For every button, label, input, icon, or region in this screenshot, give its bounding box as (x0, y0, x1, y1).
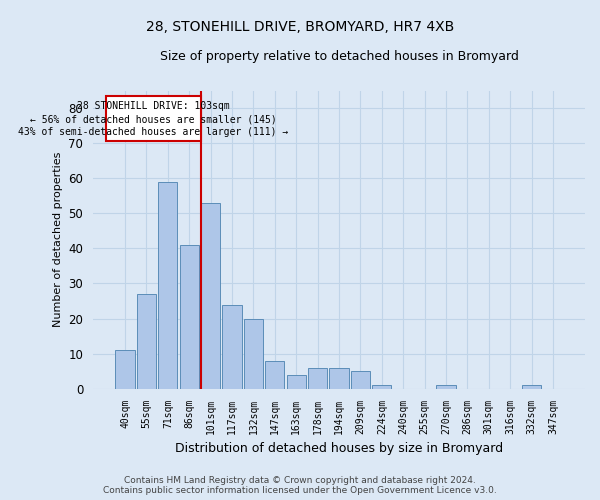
Bar (351, 371, 370, 388)
Bar (436, 385, 455, 388)
Bar (372, 385, 391, 388)
Bar (308, 368, 327, 388)
Text: Contains HM Land Registry data © Crown copyright and database right 2024.
Contai: Contains HM Land Registry data © Crown c… (103, 476, 497, 495)
X-axis label: Distribution of detached houses by size in Bromyard: Distribution of detached houses by size … (175, 442, 503, 455)
Bar (179, 245, 199, 388)
Bar (115, 350, 135, 389)
Y-axis label: Number of detached properties: Number of detached properties (53, 152, 63, 328)
Bar (158, 182, 178, 388)
Bar (223, 304, 242, 388)
Bar (201, 203, 220, 388)
Bar (522, 385, 541, 388)
Bar (287, 374, 306, 388)
Text: 43% of semi-detached houses are larger (111) →: 43% of semi-detached houses are larger (… (19, 127, 289, 137)
Bar (137, 294, 156, 388)
Text: ← 56% of detached houses are smaller (145): ← 56% of detached houses are smaller (14… (30, 114, 277, 124)
Bar (244, 318, 263, 388)
Text: 28 STONEHILL DRIVE: 103sqm: 28 STONEHILL DRIVE: 103sqm (77, 101, 230, 111)
Bar (329, 368, 349, 388)
FancyBboxPatch shape (106, 96, 201, 142)
Title: Size of property relative to detached houses in Bromyard: Size of property relative to detached ho… (160, 50, 518, 63)
Text: 28, STONEHILL DRIVE, BROMYARD, HR7 4XB: 28, STONEHILL DRIVE, BROMYARD, HR7 4XB (146, 20, 454, 34)
Bar (265, 360, 284, 388)
